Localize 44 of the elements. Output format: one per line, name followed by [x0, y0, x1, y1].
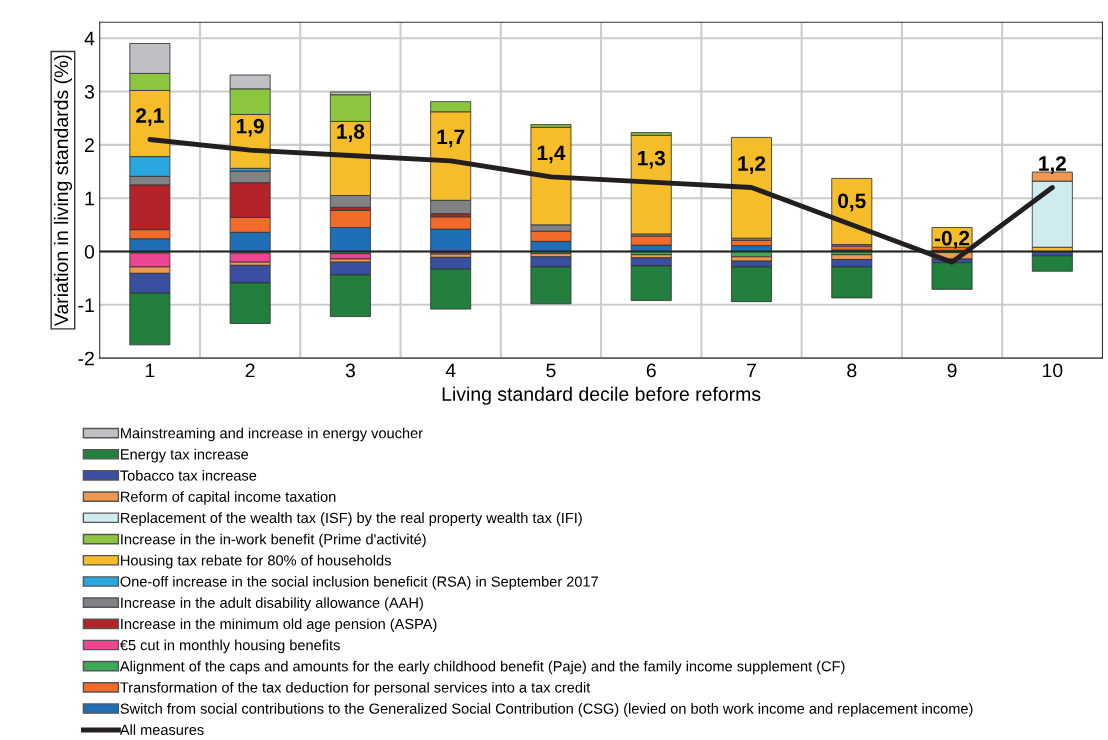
legend-label: All measures: [119, 724, 204, 735]
y-tick-label: -1: [78, 298, 94, 312]
legend-label: Increase in the minimum old age pension (ASPA): [121, 618, 437, 632]
data-label: 1,2: [738, 156, 766, 174]
legend-label: Replacement of the wealth tax (ISF) by the real property wealth tax (IFI): [121, 512, 582, 526]
data-label: 1,4: [537, 145, 566, 164]
legend-label: Energy tax increase: [121, 448, 249, 463]
data-label: 1,9: [236, 118, 264, 137]
legend-label: Mainstreaming and increase in energy voucher: [121, 427, 423, 442]
data-label: 0,5: [838, 193, 866, 212]
data-label: 2,1: [136, 108, 164, 126]
legend-label: €5 cut in monthly housing benefits: [119, 639, 340, 654]
legend-label: Housing tax rebate for 80% of households: [121, 554, 391, 569]
y-tick-label: 3: [84, 84, 95, 99]
y-axis-title: Variation in living standards (%): [53, 55, 73, 327]
data-label: -0,2: [934, 230, 970, 249]
data-label: 1,3: [638, 150, 665, 169]
legend-label: Increase in the adult disability allowance (AAH): [121, 597, 423, 611]
legend-label: Reform of capital income taxation: [121, 491, 336, 505]
legend-label: Switch from social contributions to the Generalized Social Contribution (CSG) (levied on both work income and replacement income): [120, 703, 973, 717]
x-tick-label: 6: [646, 363, 656, 378]
x-tick-label: 5: [546, 363, 556, 378]
x-tick-label: 3: [345, 363, 355, 378]
x-tick-label: 9: [947, 363, 957, 378]
legend-label: One-off increase in the social inclusion beneficit (RSA) in September 2017: [120, 576, 598, 590]
legend-label: Tobacco tax increase: [120, 469, 257, 481]
x-axis-title: Living standard decile before reforms: [442, 386, 761, 405]
data-label: 1,7: [437, 129, 465, 148]
data-label: 1,2: [1039, 156, 1066, 174]
x-tick-label: 7: [747, 363, 756, 378]
legend-label: Transformation of the tax deduction for personal services into a tax credit: [120, 681, 591, 696]
x-tick-label: 10: [1042, 363, 1063, 378]
x-tick-label: 1: [145, 363, 155, 378]
data-label: 1,8: [337, 124, 365, 142]
legend-label: Increase in the in-work benefit (Prime d'activité): [121, 533, 426, 548]
x-tick-label: 8: [847, 363, 857, 378]
y-tick-label: 0: [84, 244, 95, 259]
y-tick-label: 2: [85, 138, 94, 152]
y-tick-label: -2: [78, 351, 94, 366]
x-tick-label: 2: [245, 363, 255, 378]
y-tick-label: 1: [85, 191, 94, 206]
x-tick-label: 4: [445, 363, 456, 378]
legend-label: Alignment of the caps and amounts for the early childhood benefit (Paje) and the family income supplement (CF): [119, 660, 845, 675]
y-tick-label: 4: [84, 31, 95, 46]
